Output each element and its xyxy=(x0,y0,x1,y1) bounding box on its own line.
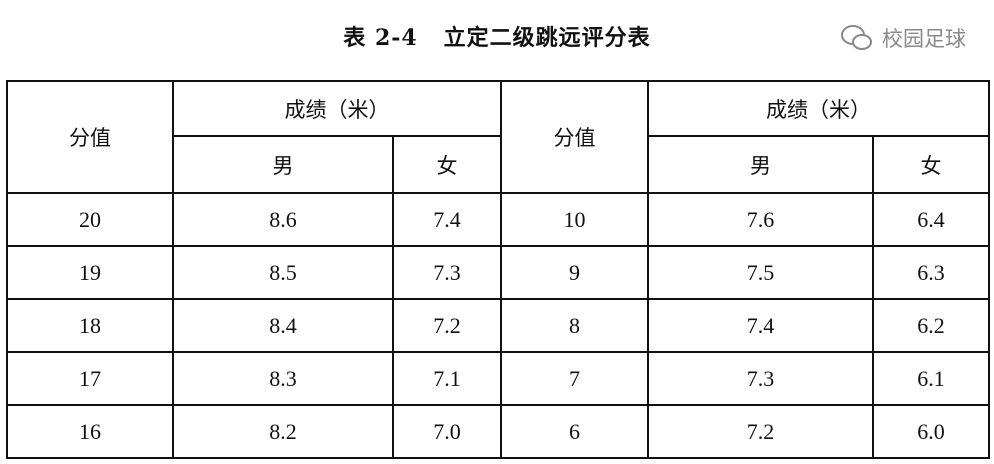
watermark-text: 校园足球 xyxy=(882,27,966,51)
scoring-table: 分值 成绩（米） 分值 成绩（米） 男 女 男 女 20 8.6 7.4 10 7.6 6… xyxy=(6,80,990,459)
header-score: 分值 xyxy=(500,80,649,194)
cell-score: 16 xyxy=(6,404,174,459)
wechat-icon xyxy=(841,25,872,50)
cell-male: 8.3 xyxy=(172,351,394,406)
cell-male: 8.5 xyxy=(172,245,394,300)
cell-female: 6.1 xyxy=(872,351,990,406)
table-row: 19 8.5 7.3 9 7.5 6.3 xyxy=(6,245,990,300)
watermark: 校园足球 xyxy=(840,22,966,54)
table-row: 18 8.4 7.2 8 7.4 6.2 xyxy=(6,298,990,353)
cell-female: 6.0 xyxy=(872,404,990,459)
cell-male: 7.6 xyxy=(647,192,874,247)
cell-female: 6.3 xyxy=(872,245,990,300)
cell-female: 7.2 xyxy=(392,298,502,353)
cell-score: 6 xyxy=(500,404,649,459)
cell-male: 7.4 xyxy=(647,298,874,353)
table-title: 表 2-4 立定二级跳远评分表 xyxy=(343,25,651,51)
cell-male: 7.3 xyxy=(647,351,874,406)
cell-score: 20 xyxy=(6,192,174,247)
cell-score: 9 xyxy=(500,245,649,300)
table-row: 17 8.3 7.1 7 7.3 6.1 xyxy=(6,351,990,406)
cell-male: 8.6 xyxy=(172,192,394,247)
cell-female: 6.2 xyxy=(872,298,990,353)
cell-male: 8.4 xyxy=(172,298,394,353)
cell-score: 8 xyxy=(500,298,649,353)
header-result: 成绩（米） xyxy=(647,80,990,137)
cell-female: 7.0 xyxy=(392,404,502,459)
cell-female: 7.4 xyxy=(392,192,502,247)
table-row: 16 8.2 7.0 6 7.2 6.0 xyxy=(6,404,990,459)
cell-score: 10 xyxy=(500,192,649,247)
cell-male: 8.2 xyxy=(172,404,394,459)
header-male: 男 xyxy=(647,135,874,194)
cell-score: 17 xyxy=(6,351,174,406)
header-female: 女 xyxy=(392,135,502,194)
header-result: 成绩（米） xyxy=(172,80,502,137)
cell-male: 7.5 xyxy=(647,245,874,300)
cell-male: 7.2 xyxy=(647,404,874,459)
header-female: 女 xyxy=(872,135,990,194)
header-score: 分值 xyxy=(6,80,174,194)
cell-score: 18 xyxy=(6,298,174,353)
cell-score: 7 xyxy=(500,351,649,406)
header-male: 男 xyxy=(172,135,394,194)
cell-female: 6.4 xyxy=(872,192,990,247)
table-row: 20 8.6 7.4 10 7.6 6.4 xyxy=(6,192,990,247)
cell-score: 19 xyxy=(6,245,174,300)
cell-female: 7.3 xyxy=(392,245,502,300)
cell-female: 7.1 xyxy=(392,351,502,406)
